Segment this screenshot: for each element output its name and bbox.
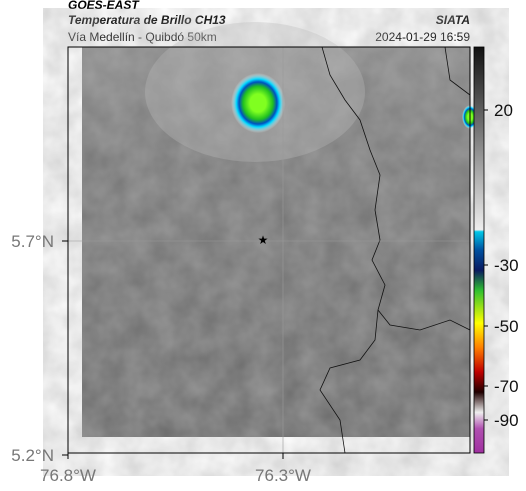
border-line xyxy=(319,46,471,454)
convective-cell xyxy=(231,73,285,133)
station-marker: ★ xyxy=(258,233,269,247)
plot-frame xyxy=(67,46,471,454)
colorbar-tick-label: -90 xyxy=(494,411,519,430)
lat-tick-label: 5.2°N xyxy=(11,446,54,465)
source: GOES-EAST xyxy=(68,0,140,12)
colorbar-tick-label: 20 xyxy=(494,101,513,120)
timestamp: 2024-01-29 16:59 xyxy=(375,30,470,44)
colorbar-tick-label: -50 xyxy=(494,317,519,336)
border-line xyxy=(444,46,471,96)
product: Temperatura de Brillo CH13 xyxy=(68,13,226,27)
colorbar-tick-label: -70 xyxy=(494,377,519,396)
lon-tick-label: 76.8°W xyxy=(40,466,96,485)
lon-tick-label: 76.3°W xyxy=(255,466,311,485)
lat-tick-label: 5.7°N xyxy=(11,232,54,251)
colorbar-tick-label: -30 xyxy=(494,256,519,275)
region: Vía Medellín - Quibdó 50km xyxy=(68,30,217,44)
agency: SIATA xyxy=(436,13,470,27)
colorbar xyxy=(473,46,485,454)
